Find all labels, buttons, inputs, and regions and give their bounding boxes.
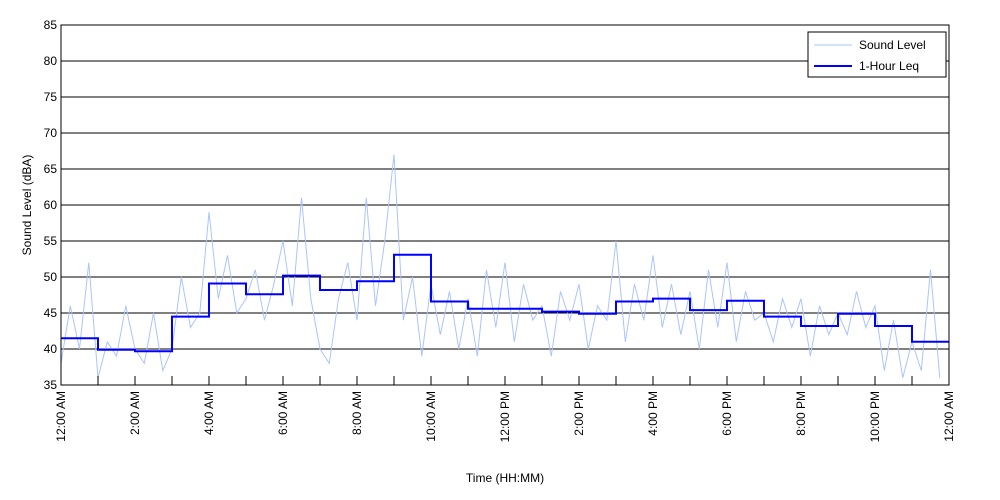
x-tick-label: 12:00 AM	[942, 391, 956, 442]
y-tick-label: 35	[44, 378, 58, 392]
legend: Sound Level 1-Hour Leq	[807, 31, 947, 78]
sound-level-series	[60, 154, 941, 378]
y-tick-label: 80	[44, 54, 58, 68]
x-tick-label: 12:00 PM	[498, 391, 512, 442]
y-tick-label: 50	[44, 270, 58, 284]
y-tick-label: 70	[44, 126, 58, 140]
leq-series	[61, 253, 949, 353]
legend-label-sound-level: Sound Level	[859, 38, 926, 52]
x-axis: 12:00 AM 2:00 AM 4:00 AM 6:00 AM 8:00 AM 10:0…	[54, 376, 956, 442]
x-tick-label: 2:00 AM	[128, 391, 142, 435]
x-tick-label: 12:00 AM	[54, 391, 68, 442]
x-tick-label: 2:00 PM	[572, 391, 586, 436]
y-tick-label: 60	[44, 198, 58, 212]
legend-label-leq: 1-Hour Leq	[859, 59, 919, 73]
y-axis: 35 40 45 50 55 60 65 70 75 80 85	[44, 18, 58, 392]
leq-step-line	[61, 253, 949, 353]
x-tick-label: 4:00 AM	[202, 391, 216, 435]
x-tick-label: 10:00 AM	[424, 391, 438, 442]
grid-lines	[61, 24, 949, 386]
y-tick-label: 45	[44, 306, 58, 320]
x-tick-label: 8:00 AM	[350, 391, 364, 435]
x-tick-label: 6:00 AM	[276, 391, 290, 435]
x-tick-label: 4:00 PM	[646, 391, 660, 436]
y-tick-label: 85	[44, 18, 58, 32]
y-tick-label: 55	[44, 234, 58, 248]
x-axis-label: Time (HH:MM)	[466, 471, 544, 485]
x-tick-label: 8:00 PM	[794, 391, 808, 436]
y-tick-label: 65	[44, 162, 58, 176]
sound-level-line	[60, 154, 941, 378]
legend-box	[807, 31, 947, 78]
y-tick-label: 75	[44, 90, 58, 104]
x-tick-label: 10:00 PM	[868, 391, 882, 442]
y-tick-label: 40	[44, 342, 58, 356]
x-tick-label: 6:00 PM	[720, 391, 734, 436]
y-axis-label: Sound Level (dBA)	[20, 155, 34, 256]
